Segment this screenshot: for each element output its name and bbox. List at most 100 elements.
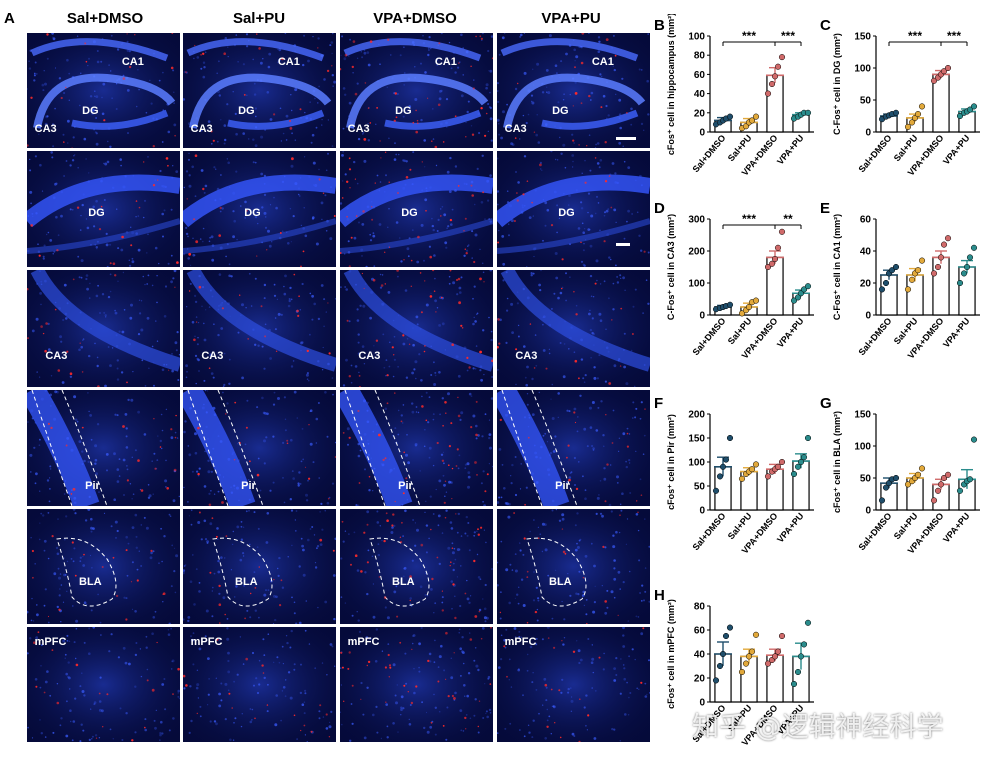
micrograph-svg: [497, 390, 650, 506]
y-tick-label: 80: [694, 602, 706, 613]
region-label: DG: [395, 105, 412, 118]
micrograph-mpfc-2: mPFC: [183, 627, 336, 742]
micrograph-svg: [27, 151, 180, 267]
data-point: [764, 473, 772, 480]
micrograph-svg: [183, 390, 336, 506]
data-point: [804, 109, 812, 116]
micrograph-svg: [27, 390, 180, 506]
y-tick-label: 40: [694, 89, 706, 100]
panel-letter: H: [654, 587, 665, 604]
micrograph-svg: [183, 270, 336, 387]
x-tick-label: Sal+DMSO: [690, 316, 727, 357]
data-point: [940, 68, 948, 75]
y-tick-label: 0: [699, 311, 705, 322]
region-label: mPFC: [504, 636, 537, 649]
sig-label: ***: [781, 29, 795, 43]
data-point: [970, 244, 978, 251]
data-point: [774, 244, 782, 251]
data-point: [738, 668, 746, 676]
data-point: [908, 119, 916, 126]
y-tick-label: 20: [694, 108, 706, 119]
data-point: [712, 677, 720, 684]
micrograph-svg: [340, 627, 493, 742]
micrograph-ca3-1: CA3: [27, 270, 180, 387]
data-point: [774, 63, 782, 70]
micrograph-svg: [340, 33, 493, 148]
region-label: BLA: [549, 575, 572, 588]
data-point: [966, 476, 974, 483]
micrograph-pir-2: Pir: [183, 390, 336, 506]
group-header-vpa-pu: VPA+PU: [541, 10, 601, 27]
data-point: [797, 653, 805, 660]
micrograph-bla-1: BLA: [27, 509, 180, 624]
y-tick-label: 300: [688, 215, 705, 226]
data-point: [778, 458, 786, 466]
data-point: [918, 103, 926, 110]
micrograph-dg-3: DG: [340, 151, 493, 267]
y-tick-label: 0: [865, 128, 871, 139]
y-axis-label: cFos⁺ cell in mPFC (mm²): [666, 599, 676, 709]
data-point: [800, 641, 808, 648]
data-point: [712, 487, 720, 494]
panel-letter: C: [820, 17, 831, 34]
panel-letter: B: [654, 17, 665, 34]
region-label: CA3: [190, 122, 213, 135]
region-label: BLA: [79, 575, 102, 588]
data-point: [892, 474, 900, 482]
data-point: [726, 434, 734, 442]
micrograph-bla-3: BLA: [340, 509, 493, 624]
watermark: 知乎 @逻辑神经科学: [692, 712, 944, 743]
group-header-sal-dmso: Sal+DMSO: [66, 10, 144, 27]
data-point: [778, 632, 786, 640]
data-point: [774, 648, 782, 655]
sig-label: ***: [947, 29, 961, 43]
data-point: [904, 481, 912, 488]
y-tick-label: 100: [688, 32, 705, 43]
y-tick-label: 80: [694, 51, 706, 62]
y-axis-label: C-Fos⁺ cell in CA1 (mm²): [832, 214, 842, 320]
data-point: [937, 481, 945, 488]
micrograph-bla-2: BLA: [183, 509, 336, 624]
x-tick-label: VPA+PU: [941, 511, 972, 545]
data-point: [914, 111, 922, 118]
micrograph-svg: [183, 33, 336, 148]
micrograph-svg: [497, 509, 650, 624]
region-label: CA3: [201, 349, 224, 362]
y-tick-label: 0: [699, 128, 705, 139]
micrograph-svg: [27, 627, 180, 742]
micrograph-dg-2: DG: [183, 151, 336, 267]
micrograph-svg: [340, 509, 493, 624]
region-label: CA3: [358, 349, 381, 362]
group-header-vpa-dmso: VPA+DMSO: [373, 10, 457, 27]
region-label: DG: [238, 105, 255, 118]
chart-c: C 0 50 100 150 C-Fos⁺ cell in DG (mm²) Sal+DMS…: [820, 17, 980, 178]
bar-sal-dmso: [880, 274, 898, 316]
data-point: [934, 263, 942, 271]
data-point: [797, 458, 805, 466]
data-point: [930, 497, 938, 504]
data-point: [908, 276, 916, 283]
data-point: [748, 648, 756, 655]
x-tick-label: Sal+DMSO: [690, 511, 727, 552]
y-tick-label: 100: [854, 442, 871, 453]
data-point: [778, 54, 786, 61]
micrograph-svg: [27, 509, 180, 624]
data-point: [930, 77, 938, 84]
data-point: [752, 297, 760, 304]
region-label: Pir: [241, 480, 256, 493]
x-tick-label: VPA+PU: [775, 511, 806, 545]
data-point: [726, 301, 734, 308]
data-point: [738, 475, 746, 482]
micrograph-ca3-3: CA3: [340, 270, 493, 387]
data-point: [771, 653, 779, 660]
region-label: CA3: [504, 122, 527, 135]
panel-letter: G: [820, 395, 832, 412]
data-point: [752, 631, 760, 638]
data-point: [748, 466, 756, 473]
data-point: [726, 113, 734, 120]
data-point: [745, 653, 753, 660]
data-point: [956, 112, 964, 120]
y-axis-label: cFos⁺ cell in BLA (mm²): [832, 411, 842, 513]
micrograph-hippocampus-4: CA1 DG CA3: [497, 33, 650, 148]
data-point: [794, 668, 802, 676]
